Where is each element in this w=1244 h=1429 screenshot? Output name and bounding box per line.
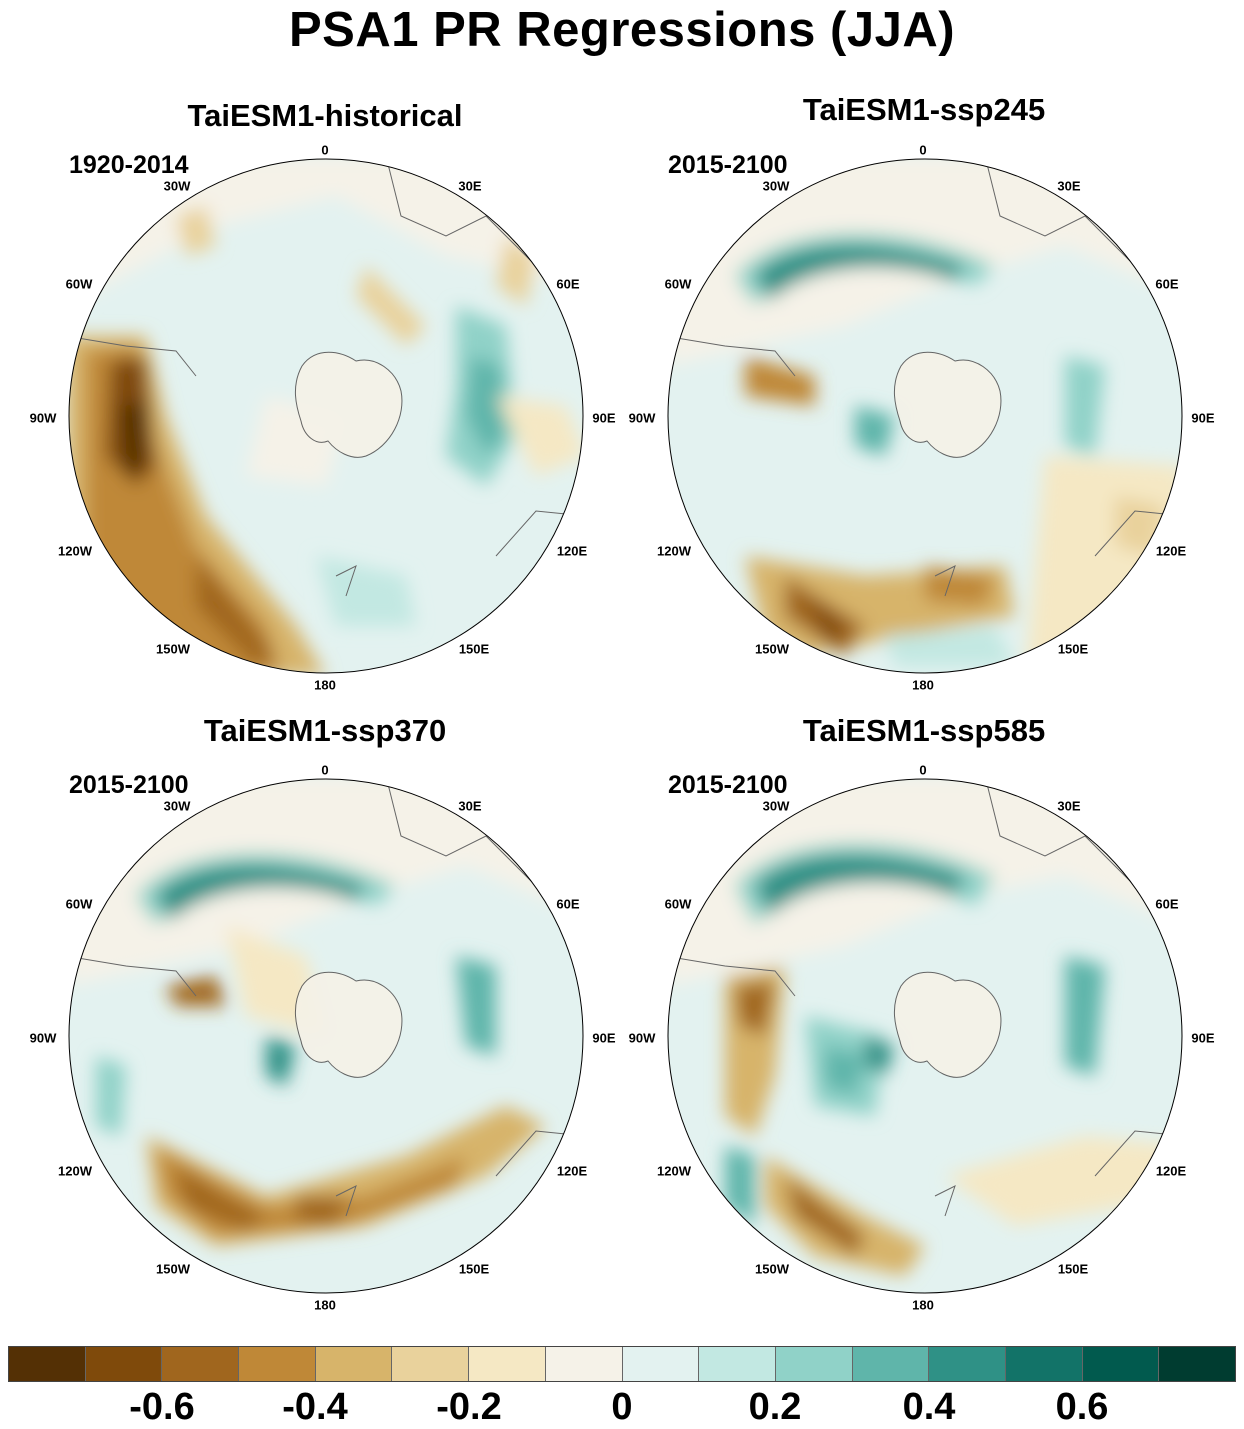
lon-label: 60W [65,896,93,912]
period-label-ssp370: 2015-2100 [69,771,189,799]
colorbar-tick-label: 0 [611,1386,633,1428]
period-label-ssp585: 2015-2100 [668,771,788,799]
lon-label: 180 [912,677,934,693]
lon-label: 150E [458,1261,490,1277]
map-ssp370 [68,778,584,1294]
lon-label: 30E [458,798,482,814]
colorbar-tick-label: 0.4 [902,1386,956,1428]
lon-label: 90W [29,410,57,426]
lon-label: 120E [556,543,588,559]
colorbar-swatch [239,1347,316,1381]
panel-title-ssp370: TaiESM1-ssp370 [203,713,447,748]
lon-label: 90E [1191,410,1215,426]
lon-label: 90W [29,1030,57,1046]
lon-label: 150E [1057,1261,1089,1277]
colorbar-swatch [852,1347,930,1381]
lon-label: 30E [458,178,482,194]
lon-label: 150W [755,641,789,657]
lon-label: 0 [919,142,927,158]
lon-label: 30E [1057,798,1081,814]
colorbar-tick-label: -0.2 [436,1386,502,1428]
lon-label: 60W [664,276,692,292]
lon-label: 90E [1191,1030,1215,1046]
lon-label: 30E [1057,178,1081,194]
colorbar-swatch [1005,1347,1083,1381]
lon-label: 90E [592,1030,616,1046]
colorbar-swatch [775,1347,853,1381]
lon-label: 180 [912,1297,934,1313]
panel-title-ssp245: TaiESM1-ssp245 [802,92,1046,127]
lon-label: 150W [156,1261,190,1277]
colorbar-swatch [1082,1347,1160,1381]
lon-label: 0 [321,762,329,778]
lon-label: 30W [163,178,191,194]
map-ssp245 [667,158,1183,674]
colorbar [8,1346,1236,1382]
figure-title: PSA1 PR Regressions (JJA) [288,3,956,57]
lon-label: 90E [592,410,616,426]
lon-label: 0 [919,762,927,778]
map-historical [68,158,584,674]
colorbar-swatch [9,1347,86,1381]
lon-label: 120W [657,1163,691,1179]
lon-label: 60W [664,896,692,912]
lon-label: 150E [1057,641,1089,657]
colorbar-swatch [1159,1347,1235,1381]
lon-label: 150W [755,1261,789,1277]
colorbar-swatch [622,1347,700,1381]
lon-label: 120W [657,543,691,559]
colorbar-swatch [469,1347,546,1381]
lon-label: 60E [1155,896,1179,912]
panel-title-historical: TaiESM1-historical [187,98,463,133]
colorbar-swatch [699,1347,776,1381]
lon-label: 90W [628,1030,656,1046]
lon-label: 150W [156,641,190,657]
lon-label: 120E [1155,543,1187,559]
lon-label: 0 [321,142,329,158]
lon-label: 30W [163,798,191,814]
lon-label: 180 [314,677,336,693]
lon-label: 30W [762,178,790,194]
lon-label: 60E [556,896,580,912]
colorbar-swatch [85,1347,163,1381]
lon-label: 60W [65,276,93,292]
lon-label: 120W [58,543,92,559]
colorbar-tick-label: 0.6 [1055,1386,1109,1428]
colorbar-tick-label: -0.6 [129,1386,195,1428]
colorbar-tick-label: -0.4 [282,1386,348,1428]
lon-label: 30W [762,798,790,814]
panel-title-ssp585: TaiESM1-ssp585 [802,713,1046,748]
lon-label: 180 [314,1297,336,1313]
colorbar-swatch [162,1347,240,1381]
lon-label: 120E [1155,1163,1187,1179]
colorbar-swatch [392,1347,470,1381]
colorbar-tick-label: 0.2 [748,1386,802,1428]
lon-label: 150E [458,641,490,657]
lon-label: 120W [58,1163,92,1179]
period-label-ssp245: 2015-2100 [668,151,788,179]
colorbar-swatch [545,1347,623,1381]
map-ssp585 [667,778,1183,1294]
period-label-historical: 1920-2014 [69,151,189,179]
lon-label: 90W [628,410,656,426]
colorbar-swatch [315,1347,393,1381]
lon-label: 60E [1155,276,1179,292]
lon-label: 120E [556,1163,588,1179]
colorbar-swatch [929,1347,1006,1381]
lon-label: 60E [556,276,580,292]
